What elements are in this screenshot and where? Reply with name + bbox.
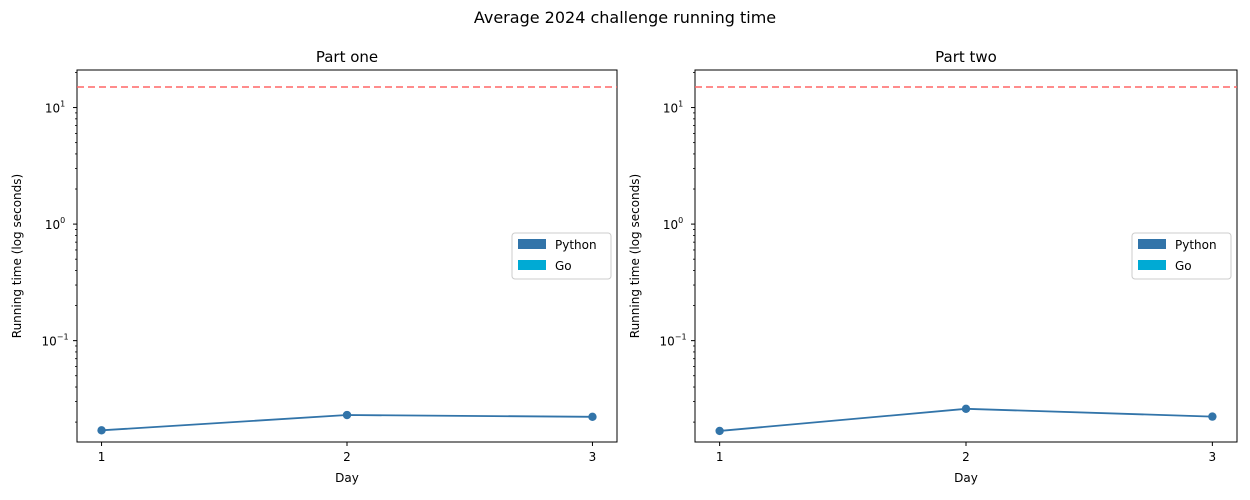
data-point-python — [1208, 412, 1217, 421]
chart-part-two: Part two 1 2 3 Day 10−1 100 101 Running time (lo… — [628, 48, 1238, 485]
x-tick-label: 3 — [589, 450, 597, 464]
y-axis-label: Running time (log seconds) — [10, 174, 24, 338]
y-axis-label: Running time (log seconds) — [628, 174, 642, 338]
figure-title: Average 2024 challenge running time — [473, 8, 777, 27]
data-point-python — [961, 404, 971, 414]
legend-swatch-python — [518, 239, 546, 249]
y-tick-label: 101 — [45, 100, 65, 116]
legend-swatch-go — [1138, 260, 1166, 270]
x-tick-label: 2 — [343, 450, 351, 464]
data-point-python — [588, 412, 597, 422]
legend-label-python: Python — [555, 238, 597, 252]
chart-part-one: Part one 1 2 3 Day 10−1 100 101 Running time (lo… — [10, 48, 618, 485]
x-tick-label: 2 — [962, 450, 970, 464]
data-point-python — [715, 426, 724, 436]
y-tick-label: 10−1 — [659, 333, 686, 349]
data-point-python — [97, 426, 106, 435]
legend-swatch-go — [518, 260, 546, 270]
y-tick-label: 100 — [663, 216, 683, 232]
data-point-python — [342, 410, 352, 420]
legend-label-go: Go — [555, 259, 572, 273]
x-axis-label: Day — [954, 471, 978, 485]
x-axis-label: Day — [335, 471, 359, 485]
y-tick-label: 10−1 — [41, 333, 68, 349]
legend-swatch-python — [1138, 239, 1166, 249]
chart-title: Part two — [935, 48, 997, 66]
y-tick-label: 101 — [663, 100, 683, 116]
y-tick-label: 100 — [45, 216, 65, 232]
legend-label-python: Python — [1175, 238, 1217, 252]
chart-title: Part one — [316, 48, 378, 66]
legend-label-go: Go — [1175, 259, 1192, 273]
x-tick-label: 3 — [1209, 450, 1217, 464]
x-tick-label: 1 — [716, 450, 724, 464]
x-tick-label: 1 — [98, 450, 106, 464]
